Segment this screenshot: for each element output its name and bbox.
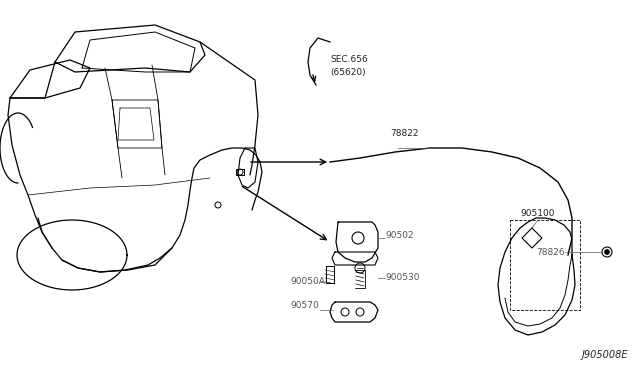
Text: 90570: 90570 [290,301,319,310]
Text: 90050A: 90050A [290,278,325,286]
Text: 78826: 78826 [536,247,565,257]
Text: 90502: 90502 [385,231,413,240]
Text: (65620): (65620) [330,68,365,77]
Circle shape [605,250,609,254]
Bar [510,220,580,310]
Circle shape [355,263,365,273]
Text: 905100: 905100 [521,209,556,218]
Text: SEC.656: SEC.656 [330,55,368,64]
Text: 78822: 78822 [390,129,419,138]
Text: 900530: 900530 [385,273,419,282]
Text: J905008E: J905008E [582,350,628,360]
